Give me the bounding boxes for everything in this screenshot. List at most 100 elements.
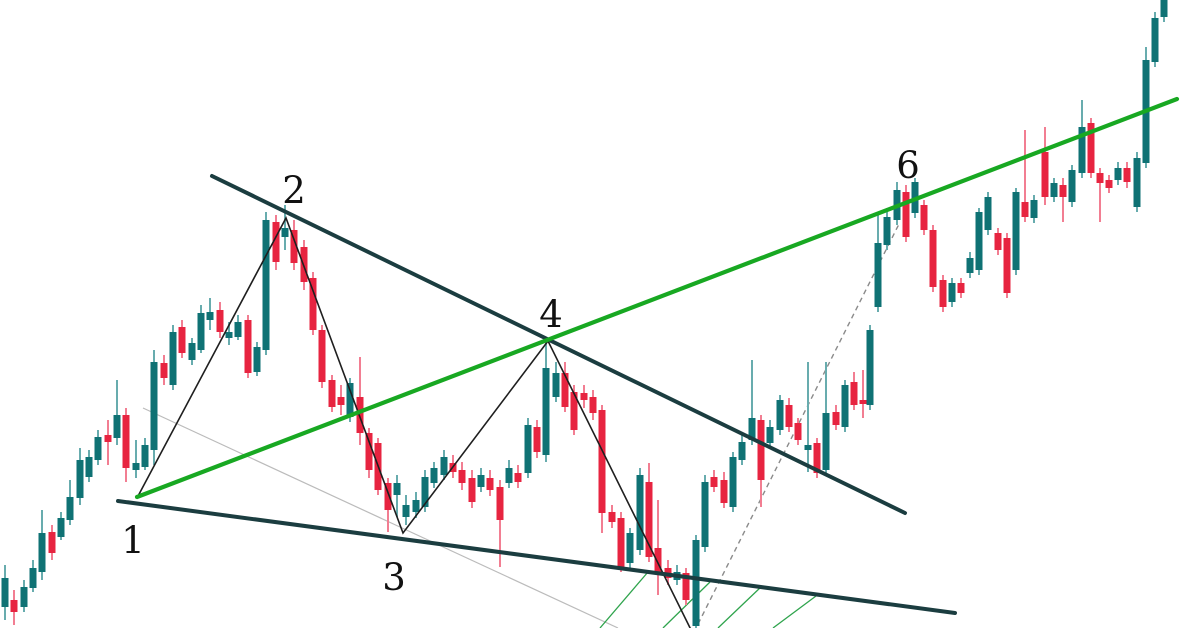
swing-labels: 1 2 3 4 6 — [121, 144, 920, 599]
candle-up — [748, 360, 756, 445]
candle-body — [328, 380, 336, 407]
lower-support-line — [116, 499, 957, 615]
candle-up — [883, 208, 891, 250]
candle-body — [1003, 238, 1011, 293]
candle-up — [505, 460, 513, 488]
candle-up — [197, 305, 205, 353]
candle-down — [902, 185, 910, 242]
candle-body — [533, 427, 541, 452]
candle-body — [1105, 180, 1113, 188]
candle-down — [589, 390, 597, 420]
candle-body — [468, 478, 476, 502]
candle-body — [20, 587, 28, 607]
candle-body — [738, 442, 746, 460]
candle-body — [486, 478, 494, 490]
candle-body — [1068, 170, 1076, 202]
candle-body — [113, 415, 121, 438]
candle-body — [160, 363, 168, 378]
candle-down — [104, 420, 112, 465]
candle-up — [738, 435, 746, 465]
candle-body — [206, 312, 214, 320]
candle-body — [337, 397, 345, 405]
candle-body — [66, 497, 74, 520]
candle-body — [1012, 192, 1020, 270]
candle-body — [570, 392, 578, 430]
candle-up — [262, 212, 270, 355]
candle-down — [514, 465, 522, 488]
candle-up — [1030, 195, 1038, 223]
candle-body — [654, 548, 662, 572]
candle-up — [524, 418, 532, 478]
gray-construction-line — [142, 407, 619, 628]
candle-body — [608, 512, 616, 522]
candle-body — [253, 347, 261, 372]
candle-body — [929, 230, 937, 287]
candle-body — [430, 468, 438, 483]
candle-up — [866, 325, 874, 410]
candle-down — [309, 272, 317, 335]
candle-body — [794, 423, 802, 440]
candle-up — [132, 440, 140, 478]
candle-body — [150, 362, 158, 450]
candle-body — [561, 373, 569, 407]
candle-body — [850, 382, 858, 405]
candle-body — [505, 468, 513, 483]
candle-up — [253, 342, 261, 376]
candle-body — [948, 283, 956, 302]
candle-body — [421, 477, 429, 507]
candle-up — [841, 380, 849, 432]
candle-body — [1, 578, 9, 607]
candle-body — [346, 383, 354, 417]
green-fan-line — [717, 585, 763, 628]
candle-body — [883, 217, 891, 245]
candle-body — [710, 477, 718, 487]
candle-up — [766, 420, 774, 448]
candle-body — [141, 445, 149, 467]
swing-label-2: 2 — [282, 169, 306, 212]
candle-up — [85, 450, 93, 482]
candle-body — [957, 283, 965, 293]
candle-down — [939, 275, 947, 312]
candle-body — [859, 400, 867, 404]
candle-body — [1030, 200, 1038, 218]
candle-up — [169, 325, 177, 390]
candle-body — [216, 310, 224, 332]
candle-body — [496, 487, 504, 520]
candle-up — [966, 252, 974, 278]
candle-body — [682, 573, 690, 600]
candle-up — [552, 362, 560, 402]
candle-body — [1078, 127, 1086, 173]
candle-up — [477, 468, 485, 492]
candle-up — [150, 350, 158, 465]
candle-body — [984, 197, 992, 230]
candle-down — [757, 415, 765, 507]
candle-down — [458, 462, 466, 490]
candle-body — [178, 327, 186, 353]
candle-body — [966, 258, 974, 273]
candle-body — [920, 205, 928, 230]
candle-up — [626, 528, 634, 568]
candle-body — [785, 405, 793, 427]
candle-body — [440, 457, 448, 475]
candle-body — [589, 397, 597, 413]
candle-body — [1160, 0, 1168, 17]
candle-body — [272, 222, 280, 262]
candle-up — [1078, 100, 1086, 178]
candle-body — [748, 418, 756, 440]
candle-body — [412, 500, 420, 512]
candle-body — [994, 233, 1002, 250]
candle-down — [468, 470, 476, 508]
candle-up — [412, 492, 420, 518]
green-uptrend-line — [134, 96, 1180, 500]
candle-down — [929, 225, 937, 292]
candle-body — [841, 385, 849, 427]
candle-up — [1050, 178, 1058, 202]
candle-up — [430, 462, 438, 488]
candle-body — [813, 443, 821, 473]
candle-body — [757, 420, 765, 480]
candle-body — [38, 533, 46, 572]
candle-body — [402, 505, 410, 517]
candle-up — [804, 362, 812, 472]
candle-up — [94, 430, 102, 465]
candle-up — [20, 580, 28, 612]
